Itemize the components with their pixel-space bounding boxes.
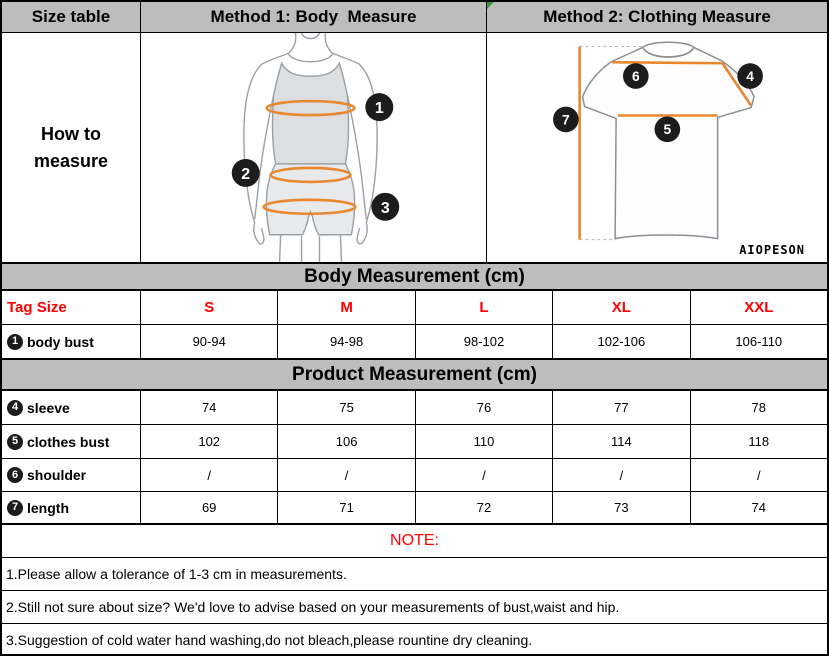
cell-value: 71 xyxy=(277,492,414,523)
svg-text:5: 5 xyxy=(664,122,672,137)
body-measurement-banner: Body Measurement (cm) xyxy=(2,262,827,291)
svg-text:3: 3 xyxy=(381,200,390,217)
row-label: 4 sleeve xyxy=(2,391,140,424)
cell-value: 106-110 xyxy=(689,325,827,358)
cell-value: 76 xyxy=(414,391,552,424)
shirt-marker-5-icon: 5 xyxy=(654,116,681,143)
body-marker-2-icon: 2 xyxy=(231,158,260,187)
cell-value: 118 xyxy=(689,425,827,458)
cell-value: / xyxy=(552,459,689,491)
row-label: 6 shoulder xyxy=(2,459,140,491)
how-to-measure-label: How to measure xyxy=(33,123,109,171)
cell-value: 102-106 xyxy=(552,325,689,358)
product-measurement-title: Product Measurement (cm) xyxy=(292,363,537,385)
header-method1: Method 1: Body Measure xyxy=(140,2,486,33)
method2-label: Method 2: Clothing Measure xyxy=(543,7,771,26)
svg-text:4: 4 xyxy=(746,69,754,84)
how-to-measure-cell: How to measure xyxy=(2,33,140,262)
row-label: 7 length xyxy=(2,492,140,523)
clothing-measure-illustration: 6 4 7 5 AIOPESON xyxy=(486,33,827,262)
cell-value: / xyxy=(414,459,552,491)
cell-value: / xyxy=(140,459,277,491)
body-measure-illustration: 1 2 3 xyxy=(140,33,486,262)
marker-4-badge-icon: 4 xyxy=(7,399,23,416)
top-section: Size table Method 1: Body Measure Method… xyxy=(2,2,827,262)
svg-text:7: 7 xyxy=(562,112,570,127)
cell-value: 72 xyxy=(414,492,552,523)
method1-label: Method 1: Body Measure xyxy=(210,7,417,26)
table-row-clothes-bust: 5 clothes bust 102 106 110 114 118 xyxy=(2,424,827,458)
measure-line-icons xyxy=(578,46,753,240)
row-label: 5 clothes bust xyxy=(2,425,140,458)
size-table-label: Size table xyxy=(31,7,111,26)
cell-value: 78 xyxy=(689,391,827,424)
tshirt-shape xyxy=(581,46,755,240)
cell-value: 94-98 xyxy=(277,325,414,358)
size-header-row: Tag Size S M L XL XXL xyxy=(2,291,827,324)
cell-value: 106 xyxy=(277,425,414,458)
tshirt-figure-icon: 6 4 7 5 xyxy=(553,41,763,241)
cell-value: 73 xyxy=(552,492,689,523)
cell-corner-flag-icon xyxy=(487,2,494,9)
shirt-marker-6-icon: 6 xyxy=(623,63,649,89)
marker-1-badge-icon: 1 xyxy=(7,333,23,350)
note-item-1: 1.Please allow a tolerance of 1-3 cm in … xyxy=(2,557,827,590)
note-title: NOTE: xyxy=(2,523,827,557)
size-col-xxl: XXL xyxy=(689,291,827,324)
shirt-marker-7-icon: 7 xyxy=(553,106,579,133)
body-figure-icon: 1 2 3 xyxy=(231,33,400,262)
cell-value: / xyxy=(689,459,827,491)
marker-6-badge-icon: 6 xyxy=(7,467,23,483)
header-size-table: Size table xyxy=(2,2,140,33)
table-row-body-bust: 1 body bust 90-94 94-98 98-102 102-106 1… xyxy=(2,324,827,358)
marker-5-badge-icon: 5 xyxy=(7,433,23,450)
size-col-m: M xyxy=(277,291,414,324)
note-item-2: 2.Still not sure about size? We'd love t… xyxy=(2,590,827,623)
table-row-length: 7 length 69 71 72 73 74 xyxy=(2,491,827,523)
size-col-xl: XL xyxy=(552,291,689,324)
cell-value: 102 xyxy=(140,425,277,458)
measure-band-icons xyxy=(262,99,357,216)
note-item-3: 3.Suggestion of cold water hand washing,… xyxy=(2,623,827,654)
tag-size-label: Tag Size xyxy=(7,299,67,316)
cell-value: 77 xyxy=(552,391,689,424)
svg-text:1: 1 xyxy=(375,100,384,117)
cell-value: 74 xyxy=(689,492,827,523)
size-col-s: S xyxy=(140,291,277,324)
table-row-sleeve: 4 sleeve 74 75 76 77 78 xyxy=(2,391,827,424)
cell-value: 114 xyxy=(552,425,689,458)
size-col-l: L xyxy=(414,291,552,324)
brand-label: AIOPESON xyxy=(739,243,805,257)
row-label: 1 body bust xyxy=(2,325,140,358)
tank-top-shape xyxy=(271,61,350,165)
cell-value: 69 xyxy=(140,492,277,523)
marker-7-badge-icon: 7 xyxy=(7,499,23,516)
header-method2: Method 2: Clothing Measure xyxy=(486,2,827,33)
svg-text:6: 6 xyxy=(632,69,640,84)
product-measurement-banner: Product Measurement (cm) xyxy=(2,358,827,391)
body-marker-1-icon: 1 xyxy=(365,93,394,122)
cell-value: 110 xyxy=(414,425,552,458)
svg-text:2: 2 xyxy=(241,166,250,183)
table-row-shoulder: 6 shoulder / / / / / xyxy=(2,458,827,491)
body-marker-3-icon: 3 xyxy=(371,192,400,221)
shirt-marker-4-icon: 4 xyxy=(737,63,763,89)
cell-value: 90-94 xyxy=(140,325,277,358)
cell-value: 74 xyxy=(140,391,277,424)
cell-value: 98-102 xyxy=(414,325,552,358)
cell-value: / xyxy=(277,459,414,491)
body-measurement-title: Body Measurement (cm) xyxy=(304,265,525,287)
cell-value: 75 xyxy=(277,391,414,424)
